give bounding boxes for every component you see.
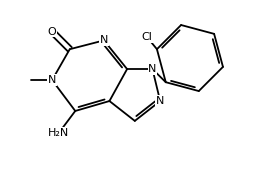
Text: N: N [148, 64, 157, 74]
Text: O: O [48, 27, 57, 37]
Text: Cl: Cl [141, 32, 153, 42]
Text: N: N [48, 75, 56, 85]
Text: N: N [100, 35, 108, 45]
Text: N: N [156, 96, 164, 106]
Text: H₂N: H₂N [48, 128, 69, 138]
